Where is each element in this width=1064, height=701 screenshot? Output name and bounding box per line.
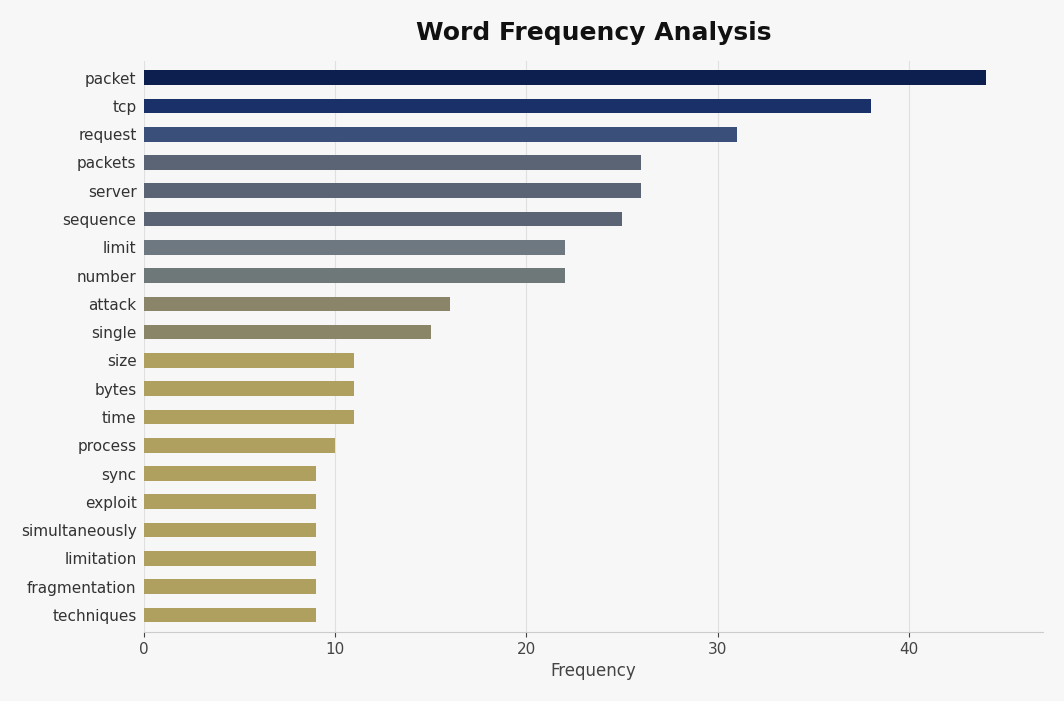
Bar <box>144 381 354 396</box>
Bar <box>144 438 335 453</box>
Bar <box>144 608 316 622</box>
Bar <box>144 268 565 283</box>
X-axis label: Frequency: Frequency <box>550 662 636 680</box>
Bar <box>144 127 737 142</box>
Bar <box>144 551 316 566</box>
Bar <box>144 99 871 114</box>
Bar <box>144 70 985 85</box>
Bar <box>144 523 316 538</box>
Bar <box>144 184 642 198</box>
Bar <box>144 325 431 339</box>
Bar <box>144 297 450 311</box>
Bar <box>144 212 622 226</box>
Bar <box>144 466 316 481</box>
Title: Word Frequency Analysis: Word Frequency Analysis <box>416 21 771 45</box>
Bar <box>144 240 565 254</box>
Bar <box>144 494 316 509</box>
Bar <box>144 155 642 170</box>
Bar <box>144 409 354 424</box>
Bar <box>144 579 316 594</box>
Bar <box>144 353 354 368</box>
